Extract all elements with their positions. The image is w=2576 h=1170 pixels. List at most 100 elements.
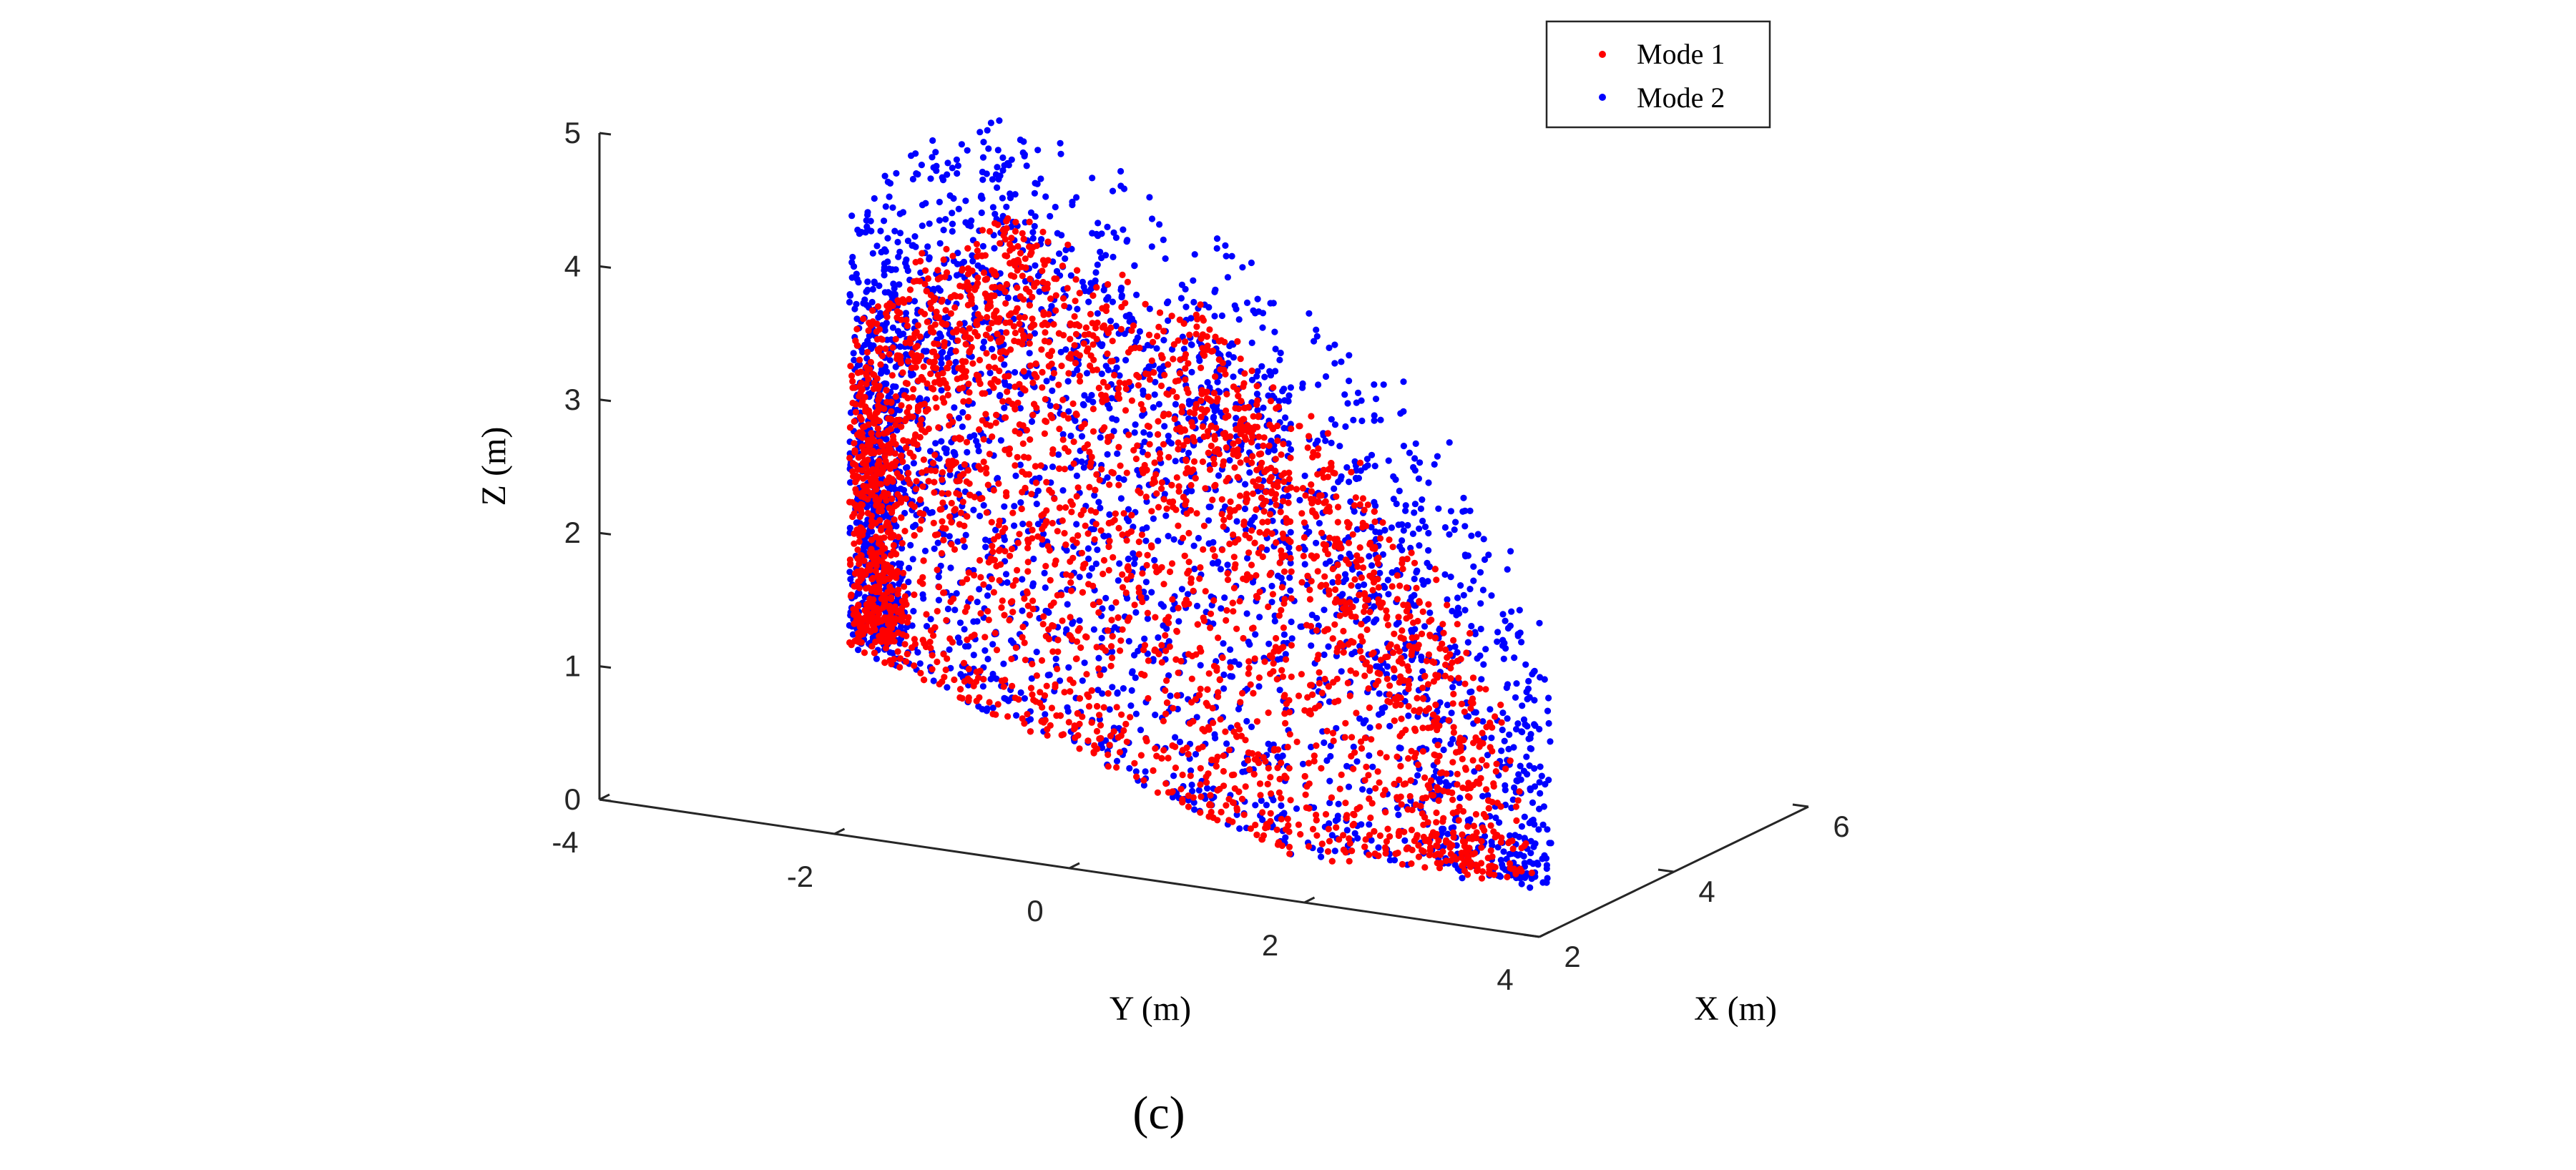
scatter-point <box>882 644 890 652</box>
scatter-point <box>1004 579 1011 586</box>
scatter-point <box>1331 341 1338 348</box>
scatter-point <box>949 227 956 235</box>
scatter-point <box>1485 551 1492 559</box>
scatter-point <box>1069 620 1076 627</box>
scatter-point <box>935 574 942 581</box>
scatter-point <box>871 280 878 287</box>
scatter-point <box>1415 853 1422 860</box>
scatter-point <box>911 662 918 669</box>
scatter-point <box>1314 471 1321 478</box>
scatter-point <box>994 701 1001 708</box>
scatter-point <box>1172 400 1179 408</box>
scatter-point <box>1381 584 1389 591</box>
scatter-point <box>1450 729 1457 736</box>
scatter-point <box>1285 765 1293 772</box>
scatter-point <box>1131 560 1138 568</box>
scatter-point <box>921 280 929 287</box>
scatter-point <box>853 300 860 308</box>
scatter-point <box>1065 370 1072 377</box>
scatter-point <box>1034 272 1042 280</box>
scatter-point <box>1301 561 1308 568</box>
scatter-point <box>1218 605 1225 612</box>
scatter-point <box>1326 800 1333 807</box>
scatter-point <box>1102 594 1110 602</box>
scatter-point <box>1341 734 1348 741</box>
scatter-point <box>1029 235 1037 242</box>
scatter-point <box>935 285 942 292</box>
scatter-point <box>1186 331 1193 338</box>
scatter-point <box>1366 609 1373 616</box>
scatter-point <box>1506 832 1514 839</box>
scatter-point <box>987 119 994 127</box>
scatter-point <box>1461 507 1469 514</box>
scatter-point <box>1225 795 1233 802</box>
scatter-point <box>1371 518 1378 526</box>
scatter-point <box>875 348 882 355</box>
scatter-point <box>1498 747 1505 754</box>
scatter-point <box>1419 724 1426 732</box>
scatter-point <box>1076 574 1083 581</box>
scatter-point <box>1338 358 1345 365</box>
scatter-point <box>1160 441 1167 448</box>
scatter-point <box>1039 621 1047 628</box>
scatter-point <box>905 579 912 586</box>
scatter-point <box>1027 209 1035 216</box>
scatter-point <box>1444 702 1451 709</box>
scatter-point <box>1044 732 1051 739</box>
scatter-point <box>1195 787 1203 794</box>
scatter-point <box>954 538 961 545</box>
scatter-point <box>986 451 993 458</box>
scatter-point <box>1372 528 1379 536</box>
scatter-point <box>1115 443 1122 451</box>
scatter-point <box>1344 400 1351 407</box>
scatter-point <box>1175 488 1182 495</box>
scatter-point <box>1355 475 1362 482</box>
scatter-point <box>1433 576 1440 584</box>
scatter-point <box>1384 576 1391 584</box>
scatter-point <box>1145 694 1152 702</box>
scatter-point <box>1404 521 1411 529</box>
scatter-point <box>889 433 897 440</box>
scatter-point <box>883 429 891 436</box>
scatter-point <box>847 576 854 583</box>
scatter-point <box>1105 366 1112 374</box>
scatter-point <box>1056 250 1063 257</box>
scatter-point <box>1165 672 1172 679</box>
scatter-point <box>849 631 856 638</box>
scatter-point <box>848 212 856 220</box>
scatter-point <box>931 489 938 496</box>
scatter-point <box>1109 298 1116 305</box>
scatter-point <box>1055 451 1062 458</box>
scatter-point <box>1460 494 1467 501</box>
scatter-point <box>1165 533 1172 540</box>
scatter-point <box>1224 576 1232 584</box>
scatter-point <box>1001 236 1009 243</box>
scatter-point <box>1494 844 1502 851</box>
scatter-point <box>867 358 874 366</box>
scatter-point <box>1016 320 1023 328</box>
scatter-point <box>1021 695 1028 702</box>
scatter-point <box>954 250 961 257</box>
scatter-point <box>1450 690 1457 698</box>
scatter-point <box>1057 150 1064 157</box>
scatter-point <box>982 544 989 551</box>
scatter-point <box>1395 521 1402 529</box>
scatter-point <box>911 233 919 240</box>
scatter-point <box>1098 466 1105 473</box>
scatter-point <box>1301 472 1308 480</box>
scatter-point <box>1137 752 1145 759</box>
scatter-point <box>1073 472 1080 480</box>
scatter-point <box>1049 648 1057 655</box>
scatter-point <box>1061 303 1068 310</box>
scatter-point <box>990 232 997 239</box>
scatter-point <box>956 320 964 328</box>
scatter-point <box>1499 709 1507 717</box>
scatter-point <box>889 204 896 211</box>
scatter-point <box>1245 670 1252 677</box>
scatter-point <box>1251 655 1258 662</box>
scatter-point <box>1125 517 1132 525</box>
scatter-point <box>1288 635 1296 642</box>
scatter-point <box>1077 644 1084 652</box>
scatter-point <box>1523 870 1530 877</box>
scatter-point <box>951 404 958 411</box>
